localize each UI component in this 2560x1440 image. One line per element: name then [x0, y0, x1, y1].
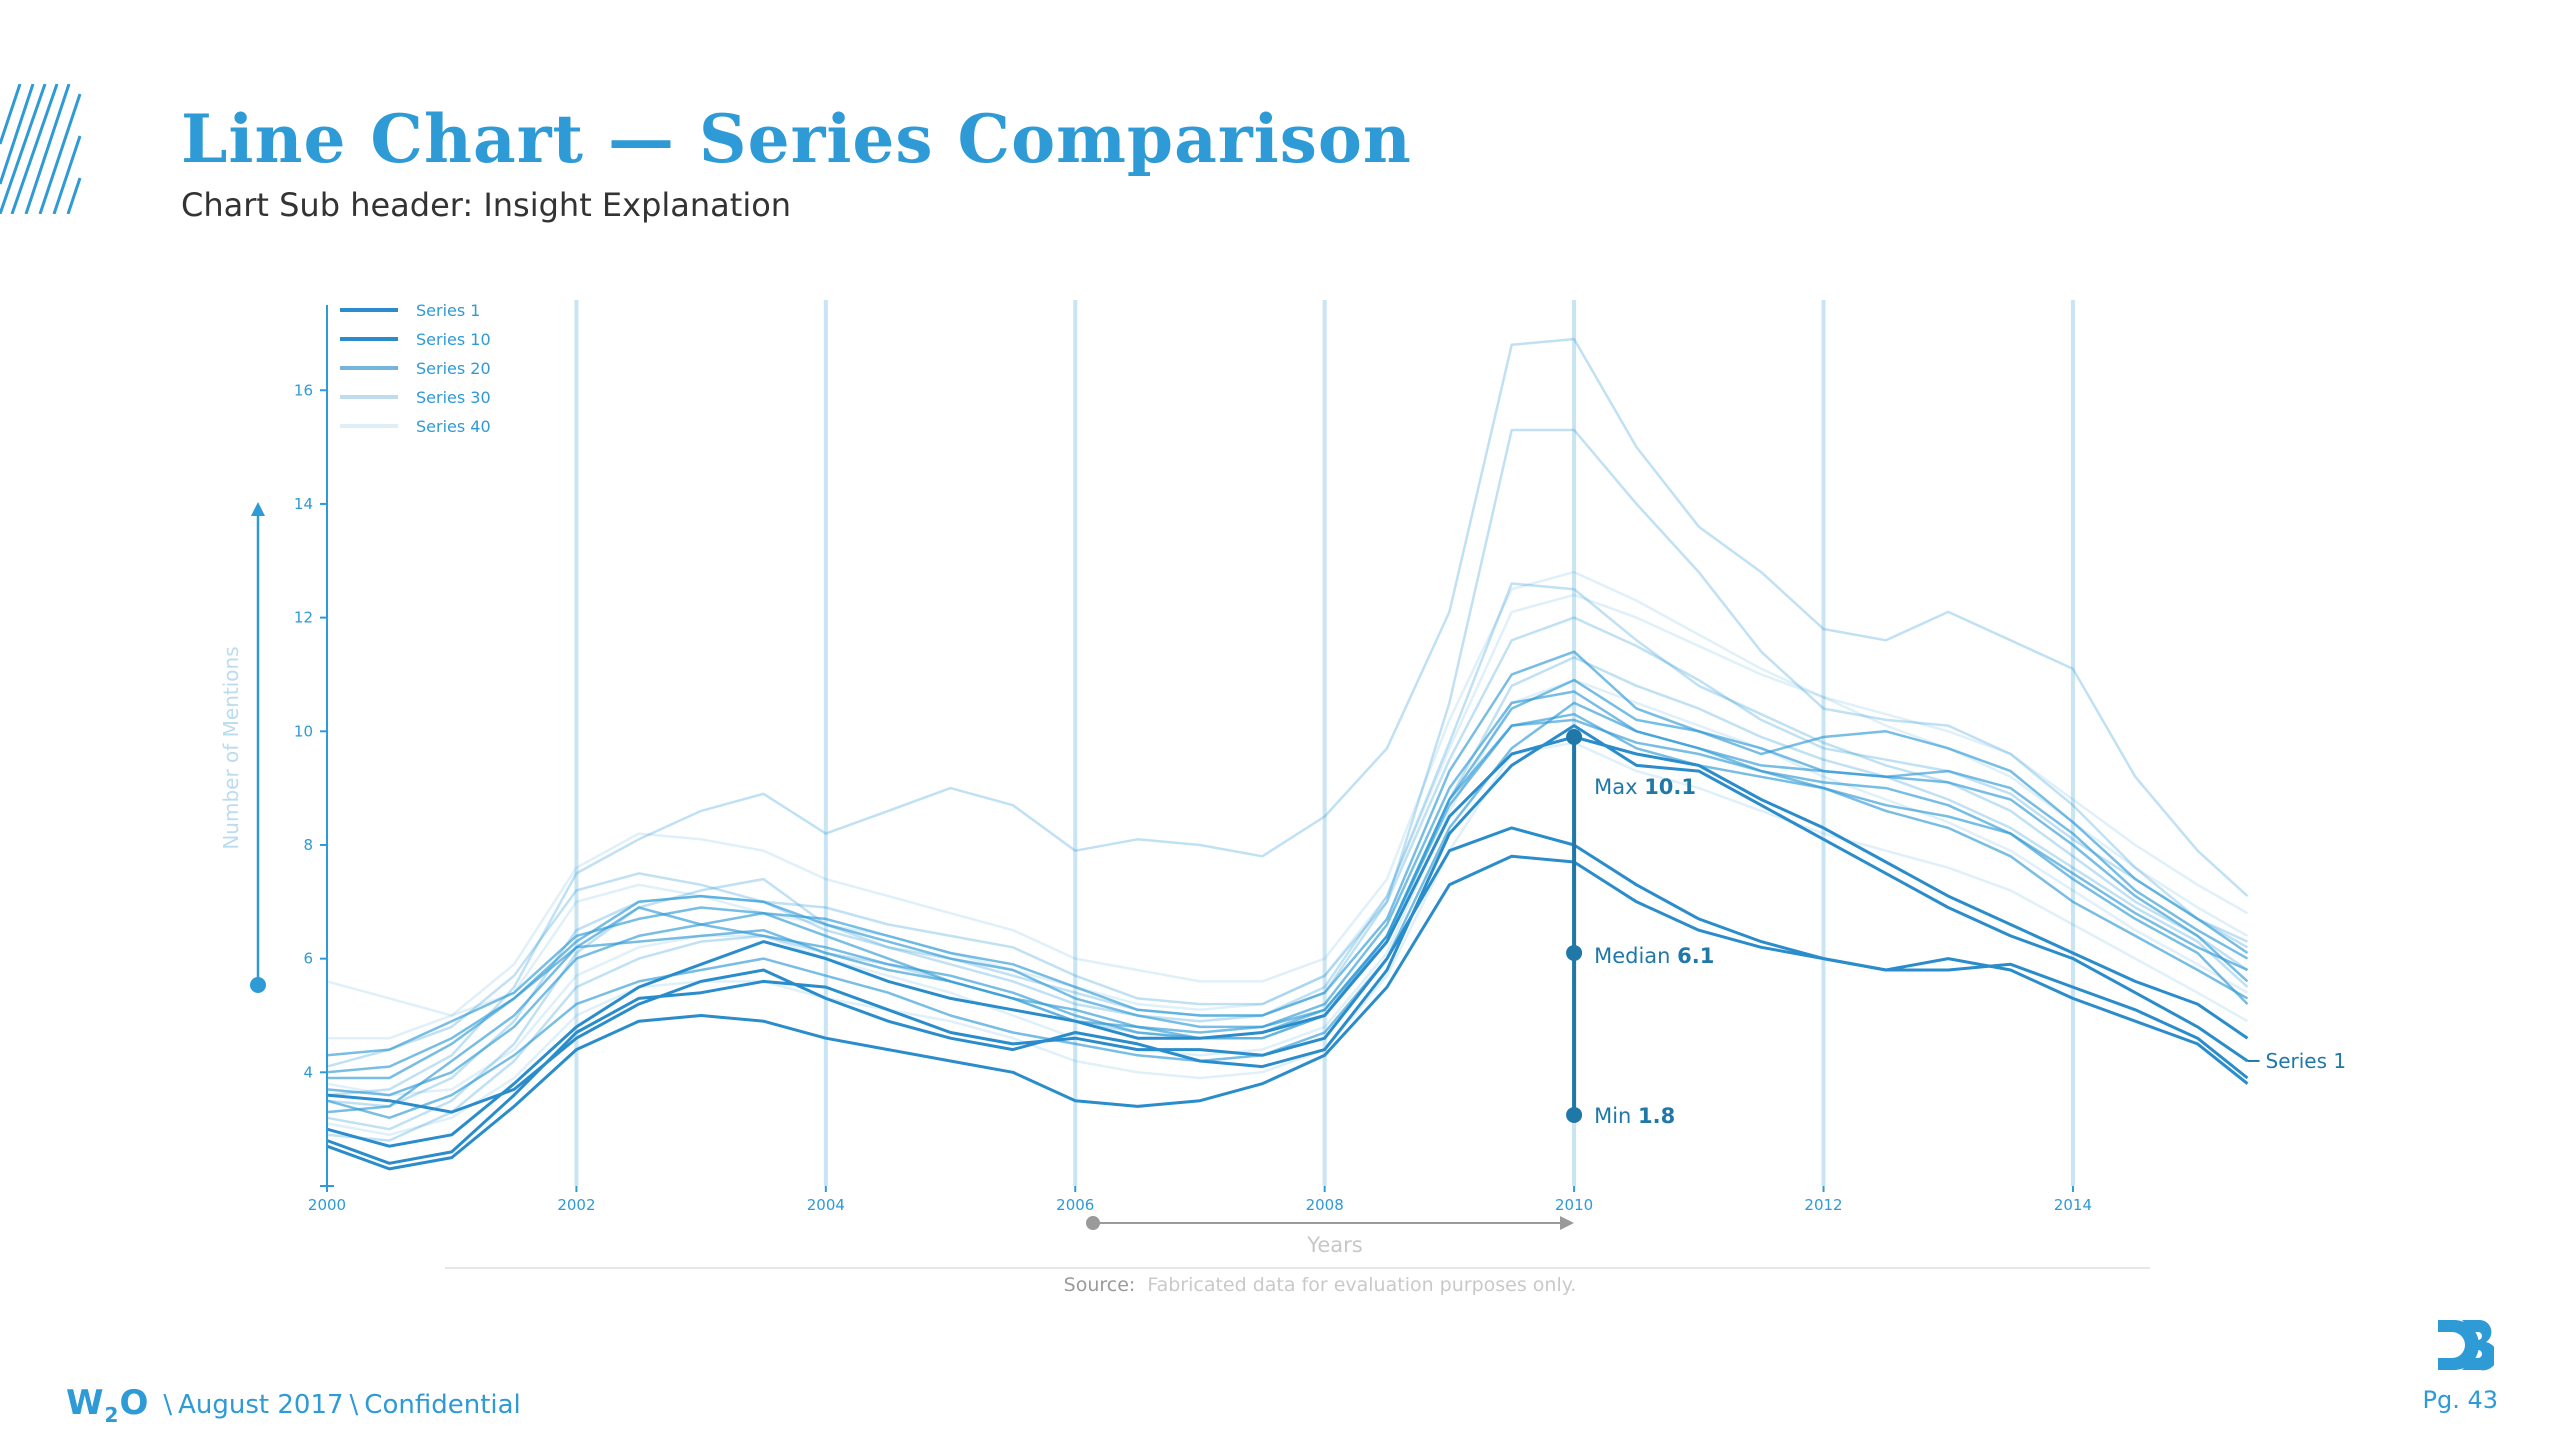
d3-logo-icon — [2438, 1320, 2494, 1371]
x-axis-label: Years — [1306, 1233, 1362, 1257]
stat-annotation: Max 10.1 Median 6.1 Min 1.8 — [1566, 728, 1714, 1128]
x-tick-label: 2014 — [2054, 1196, 2092, 1214]
y-tick-label: 12 — [294, 609, 313, 627]
decorative-stripes — [0, 84, 82, 214]
series-line — [326, 854, 2249, 1171]
x-tick-label: 2008 — [1306, 1196, 1344, 1214]
legend-label: Series 1 — [416, 301, 480, 320]
footer-date: August 2017 — [178, 1389, 344, 1420]
annotation-max-text: Max — [1594, 775, 1644, 799]
annotation-median-text: Median — [1594, 944, 1677, 968]
x-tick-label: 2012 — [1804, 1196, 1842, 1214]
annotation-median-dot — [1566, 944, 1583, 961]
y-tick-label: 4 — [303, 1063, 313, 1081]
series-line — [326, 741, 2249, 1137]
annotation-min-value: 1.8 — [1638, 1104, 1675, 1128]
source-label: Source: — [1064, 1274, 1136, 1296]
x-tick-label: 2010 — [1555, 1196, 1593, 1214]
footer-brand: W2O \ August 2017 \ Confidential — [66, 1383, 521, 1427]
series-line — [326, 650, 2249, 1057]
page-title: Line Chart — Series Comparison — [181, 100, 1412, 178]
page-subtitle: Chart Sub header: Insight Explanation — [181, 186, 792, 224]
series-line — [326, 678, 2249, 1097]
series-line — [326, 712, 2249, 1114]
series-line — [326, 678, 2249, 1097]
legend-label: Series 30 — [416, 388, 491, 407]
series-line — [326, 826, 2249, 1165]
annotation-min-text: Min — [1594, 1104, 1638, 1128]
x-axis-arrow — [1086, 1216, 1574, 1230]
annotation-min-dot — [1566, 1106, 1583, 1123]
annotation-max-label: Max 10.1 — [1594, 775, 1696, 799]
x-gridlines — [574, 300, 2075, 1186]
source-text: Fabricated data for evaluation purposes … — [1147, 1274, 1576, 1296]
annotation-max-value: 10.1 — [1644, 775, 1696, 799]
y-axis-arrow — [250, 502, 266, 993]
legend-label: Series 40 — [416, 417, 491, 436]
y-axis-label: Number of Mentions — [219, 646, 243, 849]
series-end-label: Series 1 — [2266, 1049, 2347, 1073]
footer-confidential: Confidential — [364, 1389, 521, 1420]
series-line — [326, 593, 2249, 1017]
series-line — [327, 718, 2249, 1080]
series-line — [326, 701, 2249, 1120]
y-tick-label: 8 — [303, 836, 313, 854]
annotation-median-value: 6.1 — [1677, 944, 1714, 968]
annotation-max-dot — [1566, 728, 1583, 745]
y-tick-label: 16 — [294, 381, 313, 399]
series-line — [326, 337, 2249, 1097]
annotation-median-label: Median 6.1 — [1594, 944, 1714, 968]
series-line — [326, 735, 2249, 1148]
x-tick-label: 2004 — [807, 1196, 845, 1214]
w2o-logo: W2O — [66, 1383, 150, 1427]
series-lines: Series 1 — [326, 337, 2347, 1171]
series-line — [326, 616, 2249, 1068]
footer-separator: \ — [163, 1389, 173, 1420]
x-tick-label: 2002 — [557, 1196, 595, 1214]
series-line — [326, 724, 2249, 1114]
y-tick-label: 10 — [294, 722, 313, 740]
y-tick-label: 6 — [303, 950, 313, 968]
page-number: Pg. 43 — [2422, 1386, 2498, 1414]
x-tick-label: 2000 — [308, 1196, 346, 1214]
legend-label: Series 20 — [416, 359, 491, 378]
series-line — [326, 690, 2249, 1074]
legend-label: Series 10 — [416, 330, 491, 349]
annotation-min-label: Min 1.8 — [1594, 1104, 1675, 1128]
legend: Series 1 Series 10 Series 20 Series 30 Serie… — [340, 301, 491, 436]
source-note: Source: Fabricated data for evaluation p… — [1064, 1274, 1577, 1296]
footer-separator-2: \ — [349, 1389, 359, 1420]
y-tick-label: 14 — [294, 495, 313, 513]
x-tick-label: 2006 — [1056, 1196, 1094, 1214]
